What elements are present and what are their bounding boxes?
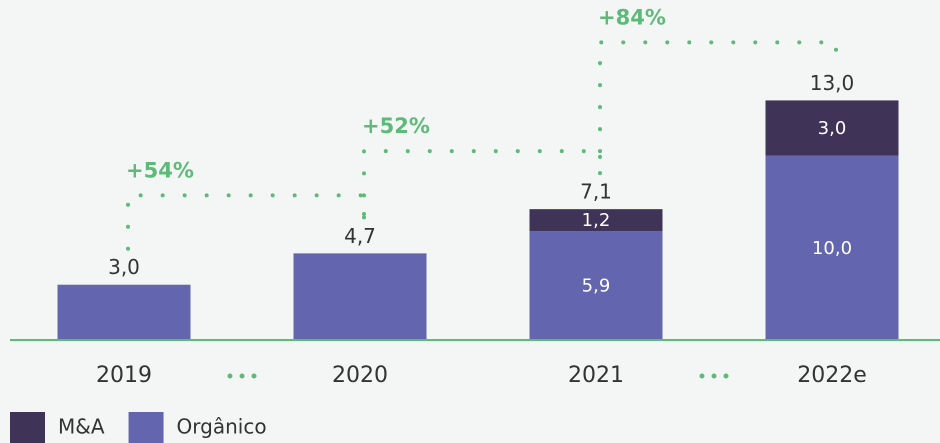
bar-segment [765,100,899,156]
bar-segment [57,284,191,340]
separator-dot [227,373,233,379]
legend-swatch [128,412,164,443]
bar-segment [529,209,663,232]
legend-swatch [10,412,45,443]
growth-connector [598,40,838,176]
separator-dot [239,373,245,379]
legend-label: Orgânico [177,415,267,439]
growth-label: +52% [362,114,430,138]
segment-label: 1,2 [582,210,611,231]
separator-dot [711,373,717,379]
x-tick-label: 2021 [568,363,624,388]
bar-segment [765,155,899,340]
total-label: 7,1 [580,180,612,204]
separator-dot [251,373,257,379]
growth-label: +84% [598,5,666,29]
x-tick-label: 2020 [332,363,388,388]
segment-label: 3,0 [818,118,847,139]
legend-label: M&A [58,415,105,439]
bar-segment [293,253,427,340]
total-label: 4,7 [344,224,376,248]
x-tick-label: 2022e [797,363,867,388]
separator-dot [723,373,729,379]
separator-dot [699,373,705,379]
growth-label: +54% [126,158,194,182]
x-tick-label: 2019 [96,363,152,388]
total-label: 13,0 [810,71,855,95]
segment-label: 5,9 [582,276,611,297]
segment-label: 10,0 [812,238,852,259]
bar-segment [529,231,663,340]
total-label: 3,0 [108,255,140,279]
